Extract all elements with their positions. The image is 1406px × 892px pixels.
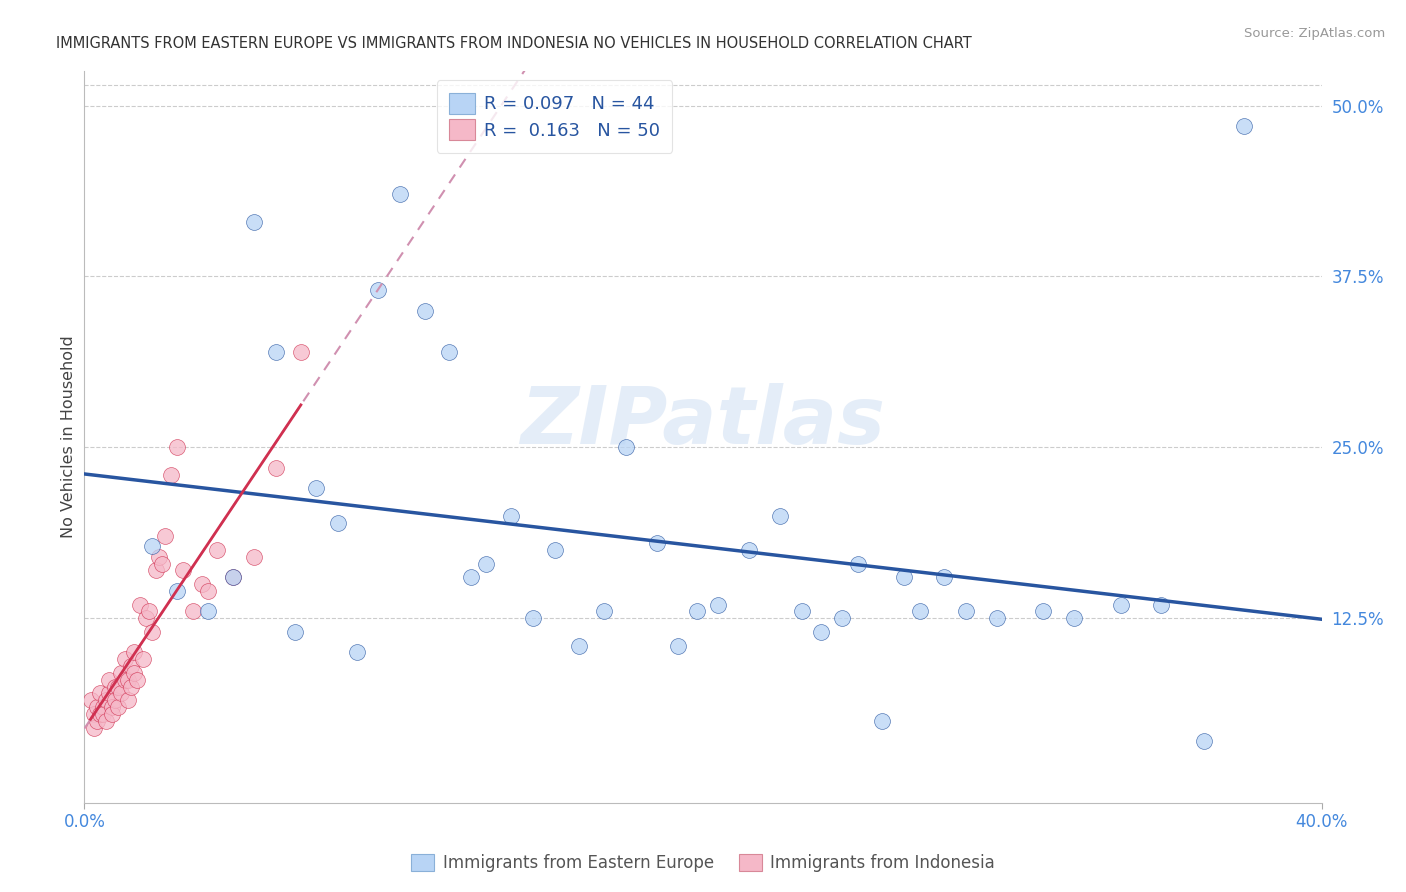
Point bbox=[166, 440, 188, 454]
Point bbox=[222, 570, 245, 584]
Point bbox=[439, 344, 461, 359]
Point bbox=[79, 693, 101, 707]
Point bbox=[120, 680, 142, 694]
Point bbox=[83, 706, 105, 721]
Text: ZIPatlas: ZIPatlas bbox=[520, 384, 886, 461]
Point bbox=[413, 303, 436, 318]
Point bbox=[686, 604, 709, 618]
Point bbox=[1063, 611, 1085, 625]
Point bbox=[197, 604, 219, 618]
Point bbox=[645, 536, 668, 550]
Point bbox=[1192, 734, 1215, 748]
Point bbox=[460, 570, 482, 584]
Point bbox=[264, 344, 287, 359]
Point bbox=[132, 652, 155, 666]
Point bbox=[153, 529, 176, 543]
Point bbox=[593, 604, 616, 618]
Point bbox=[117, 673, 139, 687]
Point bbox=[129, 598, 152, 612]
Text: Source: ZipAtlas.com: Source: ZipAtlas.com bbox=[1244, 27, 1385, 40]
Point bbox=[122, 645, 145, 659]
Point bbox=[98, 673, 121, 687]
Point bbox=[89, 686, 111, 700]
Point bbox=[114, 652, 136, 666]
Point bbox=[475, 557, 498, 571]
Point bbox=[86, 700, 108, 714]
Legend: Immigrants from Eastern Europe, Immigrants from Indonesia: Immigrants from Eastern Europe, Immigran… bbox=[405, 847, 1001, 879]
Point bbox=[83, 721, 105, 735]
Point bbox=[346, 645, 368, 659]
Point bbox=[290, 344, 312, 359]
Point bbox=[326, 516, 349, 530]
Point bbox=[110, 665, 132, 680]
Point bbox=[160, 467, 183, 482]
Point bbox=[934, 570, 956, 584]
Point bbox=[172, 563, 194, 577]
Text: IMMIGRANTS FROM EASTERN EUROPE VS IMMIGRANTS FROM INDONESIA NO VEHICLES IN HOUSE: IMMIGRANTS FROM EASTERN EUROPE VS IMMIGR… bbox=[56, 36, 972, 51]
Point bbox=[125, 673, 148, 687]
Point bbox=[522, 611, 544, 625]
Point bbox=[388, 187, 411, 202]
Point bbox=[207, 542, 229, 557]
Point bbox=[150, 557, 173, 571]
Point bbox=[284, 624, 307, 639]
Point bbox=[1233, 119, 1256, 133]
Point bbox=[893, 570, 915, 584]
Point bbox=[122, 665, 145, 680]
Point bbox=[104, 693, 127, 707]
Point bbox=[908, 604, 931, 618]
Point bbox=[191, 577, 214, 591]
Point bbox=[264, 460, 287, 475]
Point bbox=[1032, 604, 1054, 618]
Point bbox=[141, 624, 163, 639]
Point bbox=[104, 680, 127, 694]
Point bbox=[738, 542, 761, 557]
Y-axis label: No Vehicles in Household: No Vehicles in Household bbox=[60, 335, 76, 539]
Point bbox=[110, 686, 132, 700]
Point bbox=[666, 639, 689, 653]
Point bbox=[89, 706, 111, 721]
Point bbox=[305, 481, 328, 495]
Point bbox=[872, 714, 894, 728]
Point bbox=[181, 604, 204, 618]
Point bbox=[367, 283, 389, 297]
Point bbox=[831, 611, 853, 625]
Point bbox=[101, 700, 124, 714]
Point bbox=[141, 539, 163, 553]
Point bbox=[707, 598, 730, 612]
Point bbox=[138, 604, 160, 618]
Point bbox=[120, 659, 142, 673]
Point bbox=[769, 508, 792, 523]
Point bbox=[846, 557, 869, 571]
Point bbox=[1109, 598, 1132, 612]
Point bbox=[91, 700, 114, 714]
Point bbox=[86, 714, 108, 728]
Point bbox=[91, 706, 114, 721]
Point bbox=[790, 604, 813, 618]
Point bbox=[101, 706, 124, 721]
Point bbox=[243, 549, 266, 564]
Point bbox=[94, 714, 117, 728]
Point bbox=[955, 604, 977, 618]
Point bbox=[135, 611, 157, 625]
Point bbox=[986, 611, 1008, 625]
Point bbox=[243, 215, 266, 229]
Point bbox=[98, 686, 121, 700]
Point bbox=[117, 693, 139, 707]
Point bbox=[107, 700, 129, 714]
Point bbox=[107, 680, 129, 694]
Point bbox=[501, 508, 523, 523]
Point bbox=[148, 549, 170, 564]
Point bbox=[810, 624, 832, 639]
Point bbox=[166, 583, 188, 598]
Point bbox=[1150, 598, 1173, 612]
Point bbox=[94, 693, 117, 707]
Point bbox=[568, 639, 591, 653]
Point bbox=[543, 542, 565, 557]
Point bbox=[222, 570, 245, 584]
Point bbox=[614, 440, 637, 454]
Point bbox=[145, 563, 167, 577]
Point bbox=[114, 673, 136, 687]
Point bbox=[197, 583, 219, 598]
